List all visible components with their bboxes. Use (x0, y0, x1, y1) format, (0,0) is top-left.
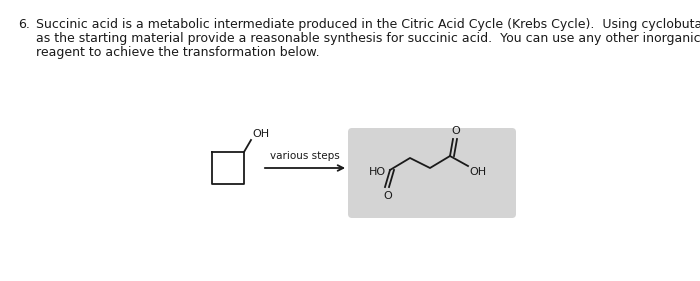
FancyBboxPatch shape (348, 128, 516, 218)
Text: OH: OH (252, 129, 269, 139)
Text: O: O (452, 126, 461, 136)
Text: HO: HO (369, 167, 386, 177)
Text: reagent to achieve the transformation below.: reagent to achieve the transformation be… (36, 46, 320, 59)
Text: as the starting material provide a reasonable synthesis for succinic acid.  You : as the starting material provide a reaso… (36, 32, 700, 45)
Text: OH: OH (469, 167, 486, 177)
Text: O: O (384, 191, 393, 201)
Text: various steps: various steps (270, 151, 340, 161)
Text: Succinic acid is a metabolic intermediate produced in the Citric Acid Cycle (Kre: Succinic acid is a metabolic intermediat… (36, 18, 700, 31)
Text: 6.: 6. (18, 18, 30, 31)
